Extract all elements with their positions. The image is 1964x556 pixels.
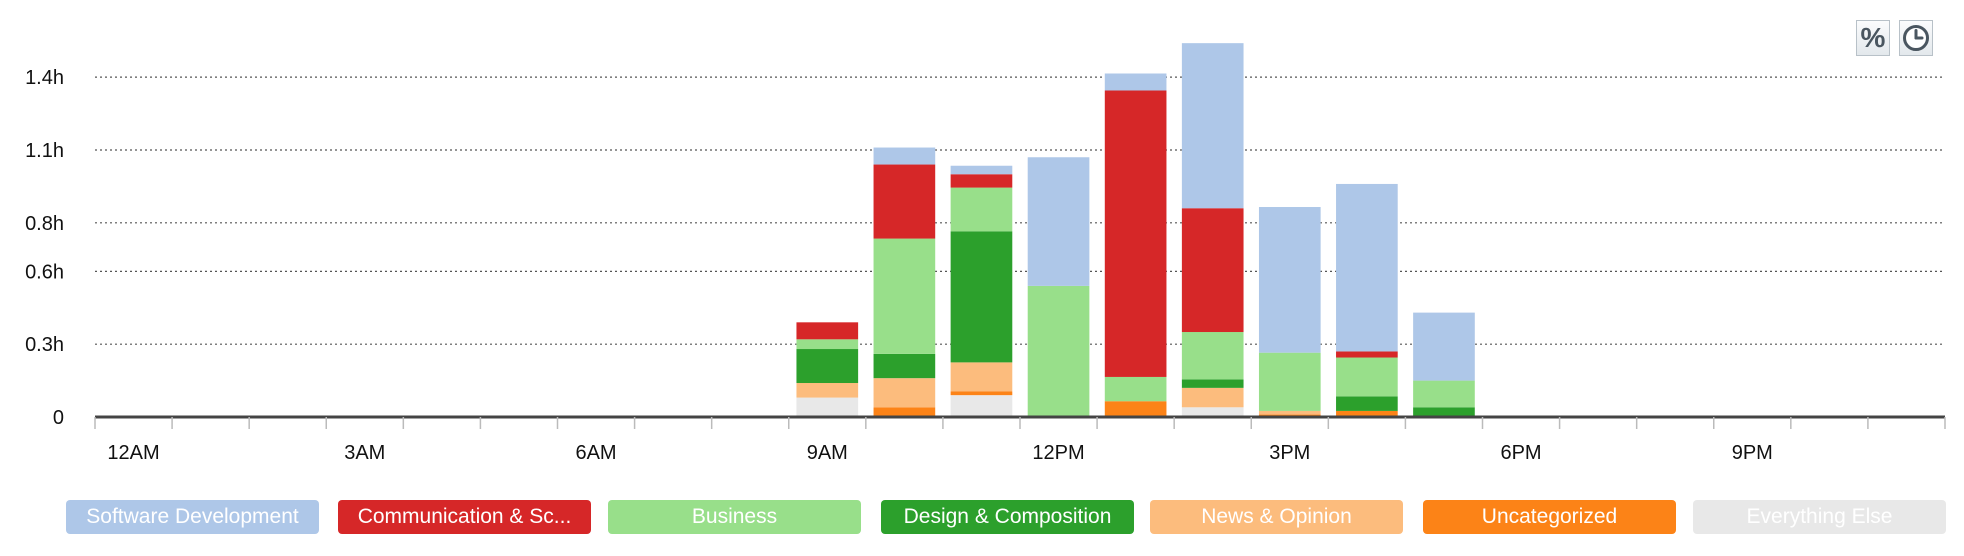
x-tick-label: 12PM: [1032, 442, 1084, 464]
y-tick-label: 0.3h: [25, 334, 64, 356]
bar-segment: [1104, 90, 1167, 377]
bar-segment: [796, 349, 859, 384]
bar-segment: [1413, 312, 1475, 381]
bar-segment: [796, 383, 859, 398]
bar-segment: [950, 231, 1013, 363]
time-toggle-button[interactable]: [1899, 20, 1933, 56]
bar-segment: [873, 407, 936, 417]
y-tick-label: 0.8h: [25, 213, 64, 235]
bar-segment: [1258, 207, 1321, 353]
bar-segment: [1104, 401, 1167, 417]
bar-segment: [1027, 157, 1090, 286]
x-tick-label: 3AM: [344, 442, 385, 464]
legend-item[interactable]: Uncategorized: [1423, 500, 1676, 534]
bar-segment: [1181, 43, 1244, 209]
bar-segment: [1181, 332, 1244, 380]
x-tick-label: 9AM: [807, 442, 848, 464]
bar-segment: [1413, 407, 1475, 417]
bar-segment: [873, 353, 936, 379]
percent-toggle-button[interactable]: %: [1856, 20, 1890, 56]
bar-segment: [1181, 208, 1244, 333]
bar-segment: [950, 187, 1013, 232]
bar-segment: [950, 362, 1013, 392]
x-tick-label: 6AM: [575, 442, 616, 464]
clock-icon: [1903, 25, 1929, 51]
bar-segment: [1104, 376, 1167, 402]
bar-segment: [1336, 396, 1398, 411]
bar-segment: [873, 238, 936, 354]
bar-segment: [950, 165, 1013, 175]
x-tick-label: 6PM: [1500, 442, 1541, 464]
legend-item[interactable]: Design & Composition: [881, 500, 1134, 534]
bar-segment: [1336, 357, 1398, 397]
bar-segment: [1181, 379, 1244, 388]
legend-item[interactable]: News & Opinion: [1150, 500, 1403, 534]
bar-segment: [1258, 410, 1321, 415]
bar-segment: [1258, 352, 1321, 411]
bar-segment: [1181, 387, 1244, 408]
y-tick-label: 1.1h: [25, 140, 64, 162]
legend-item[interactable]: Software Development: [66, 500, 319, 534]
bar-segment: [1181, 407, 1244, 417]
x-tick-label: 3PM: [1269, 442, 1310, 464]
bar-segment: [1336, 410, 1398, 417]
bar-segment: [1336, 351, 1398, 358]
bar-segment: [873, 164, 936, 239]
bar-segment: [950, 391, 1013, 396]
bar-segment: [873, 147, 936, 165]
y-tick-label: 1.4h: [25, 67, 64, 89]
bar-segment: [796, 339, 859, 350]
legend: Software Development Communication & Sc..…: [0, 500, 1964, 534]
percent-icon: %: [1860, 22, 1886, 53]
legend-item[interactable]: Everything Else: [1693, 500, 1946, 534]
bar-segment: [796, 397, 859, 417]
y-tick-label: 0.6h: [25, 261, 64, 283]
bar-segment: [796, 322, 859, 340]
stacked-bar-chart: 0 0.3h 0.6h 0.8h 1.1h 1.4h 12AM 3AM 6AM 9AM 12PM 3P…: [25, 43, 1946, 464]
legend-item[interactable]: Business: [608, 500, 861, 534]
y-tick-label: 0: [53, 407, 64, 429]
x-tick-label: 9PM: [1732, 442, 1773, 464]
bar-segment: [1413, 380, 1475, 408]
bar-segment: [1336, 183, 1398, 352]
bar-segment: [950, 174, 1013, 188]
bar-segment: [1027, 285, 1090, 417]
x-tick-label: 12AM: [107, 442, 159, 464]
bar-segment: [1104, 73, 1167, 91]
bar-segment: [873, 378, 936, 408]
bar-segment: [950, 395, 1013, 417]
legend-item[interactable]: Communication & Sc...: [338, 500, 591, 534]
